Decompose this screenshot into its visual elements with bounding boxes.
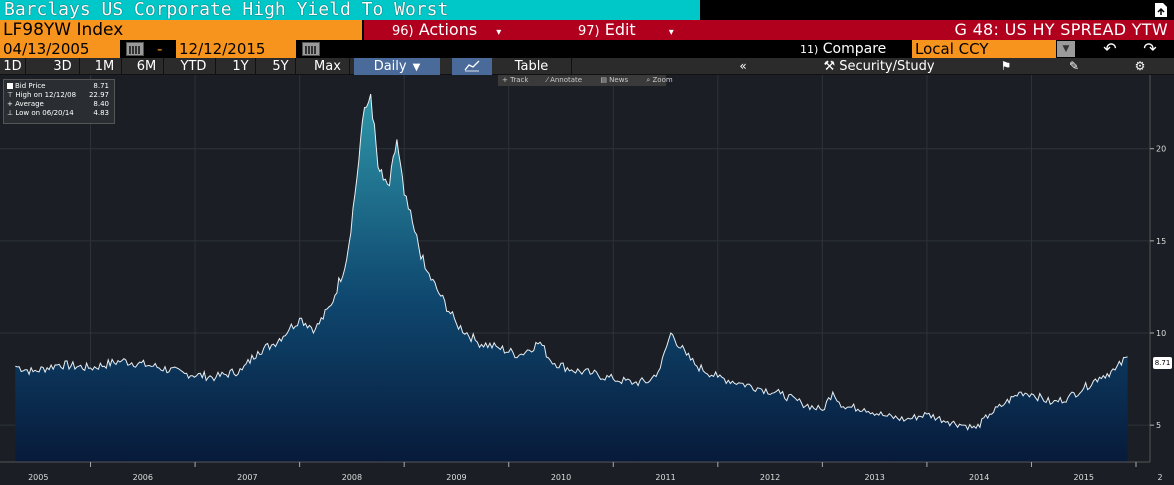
start-date-field[interactable]: 04/13/2005 [0,40,120,58]
date-separator: - [157,40,163,58]
legend-low-value: 4.83 [93,109,109,117]
y-tick-label: 20 [1156,145,1166,154]
x-tick-label: 2009 [446,473,466,482]
x-tick-label: 2008 [342,473,362,482]
y-tick-label: 5 [1156,421,1161,430]
legend-series: Bid Price 8.71 [7,82,111,91]
legend-average-value: 8.40 [93,100,109,108]
undo-icon[interactable]: ↶ [1103,39,1117,58]
series-line [15,93,1128,431]
frequency-label: Daily [373,59,407,74]
legend-high-label: High on 12/12/08 [15,91,77,99]
legend-series-value: 8.71 [93,82,109,90]
compare-num: 11) [800,43,819,56]
title-bar: Barclays US Corporate High Yield To Wors… [0,0,1174,20]
x-axis-panel [0,462,1174,485]
security-study-button[interactable]: ⚒ Security/Study [804,58,954,75]
news-tool[interactable]: ▤ News [600,76,629,84]
chart-tools: + Track ⁄ Annotate ▤ News ⌕ Zoom [498,75,673,86]
table-button[interactable]: Table [492,58,572,75]
gear-icon[interactable]: ⚙ [1134,59,1146,73]
edit-menu[interactable]: 97) Edit ▾ [578,20,674,40]
legend-low-label: Low on 06/20/14 [15,109,74,117]
x-tick-label: 2010 [551,473,571,482]
menu-bar: 96) Actions ▾ 97) Edit ▾ G 48: US HY SPR… [364,20,1174,40]
edit-label: Edit [604,20,636,39]
x-tick-label: 2014 [969,473,989,482]
zoom-label: Zoom [652,76,673,84]
y-tick-label: 15 [1156,237,1166,246]
export-icon[interactable] [1154,2,1168,18]
actions-label: Actions [418,20,478,39]
calendar-icon[interactable] [302,42,320,56]
period-max-button[interactable]: Max [306,58,350,75]
legend-average: + Average 8.40 [7,100,111,109]
x-tick-label: 2011 [655,473,675,482]
legend-high-value: 22.97 [88,91,109,99]
average-marker-icon: + [7,100,13,108]
low-marker-icon: ⊥ [7,109,14,117]
x-tick-label: 2007 [237,473,257,482]
actions-num: 96) [392,24,414,39]
frequency-select[interactable]: Daily ▼ [354,58,440,75]
chart-legend[interactable]: Bid Price 8.71 ⊤ High on 12/12/08 22.97 … [3,79,115,124]
series-swatch [7,83,13,89]
annotate-tool[interactable]: ⁄ Annotate [546,76,583,84]
collapse-left-icon[interactable]: « [739,59,747,73]
currency-select[interactable]: Local CCY [912,40,1056,58]
legend-low: ⊥ Low on 06/20/14 4.83 [7,109,111,118]
compare-button[interactable]: 11) Compare [800,40,886,59]
zoom-tool[interactable]: ⌕ Zoom [646,76,673,84]
actions-menu[interactable]: 96) Actions ▾ [392,20,501,40]
last-price-tag: 8.71 [1153,357,1172,369]
annotate-label: Annotate [550,76,583,84]
x-tick-label: 2 [1157,473,1162,482]
legend-high: ⊤ High on 12/12/08 22.97 [7,91,111,100]
y-axis-panel [1150,75,1174,462]
price-chart[interactable]: 5 10 15 20 2005 2006 2007 2008 2009 2010 2011 2012 2… [0,75,1174,485]
compare-label: Compare [822,41,887,57]
chevron-down-icon: ▾ [668,27,674,38]
flag-icon[interactable]: ⚑ [1000,59,1012,73]
chart-area[interactable]: 5 10 15 20 2005 2006 2007 2008 2009 2010 2011 2012 2… [0,75,1174,485]
y-tick-label: 10 [1156,329,1166,338]
date-range-bar: 04/13/2005 - 12/12/2015 11) Compare Loca… [0,40,1174,58]
edit-pencil-icon[interactable]: ✎ [1068,59,1080,73]
chevron-down-icon: ▼ [412,62,421,73]
period-3d-button[interactable]: 3D [46,58,80,75]
wrench-icon: ⚒ [823,59,836,74]
end-date-field[interactable]: 12/12/2015 [176,40,296,58]
period-1d-button[interactable]: 1D [0,58,26,75]
x-tick-label: 2006 [133,473,153,482]
ticker-field[interactable]: LF98YW Index [0,20,362,40]
security-bar: LF98YW Index 96) Actions ▾ 97) Edit ▾ G … [0,20,1174,40]
legend-average-label: Average [15,100,44,108]
news-label: News [609,76,629,84]
high-marker-icon: ⊤ [7,91,14,99]
period-1y-button[interactable]: 1Y [226,58,256,75]
edit-num: 97) [578,24,600,39]
chevron-down-icon[interactable]: ▼ [1057,41,1075,57]
chevron-down-icon: ▾ [496,27,502,38]
period-5y-button[interactable]: 5Y [266,58,296,75]
x-tick-label: 2012 [760,473,780,482]
track-tool[interactable]: + Track [502,76,529,84]
period-ytd-button[interactable]: YTD [172,58,216,75]
redo-icon[interactable]: ↷ [1143,39,1157,58]
period-1m-button[interactable]: 1M [88,58,122,75]
security-study-label: Security/Study [839,59,935,74]
period-6m-button[interactable]: 6M [130,58,164,75]
calendar-icon[interactable] [126,42,144,56]
x-tick-label: 2015 [1074,473,1094,482]
line-chart-icon [464,60,480,72]
line-chart-toggle[interactable] [452,58,492,75]
graph-title: G 48: US HY SPREAD YTW [954,20,1168,39]
toolbar: 1D 3D 1M 6M YTD 1Y 5Y Max Daily ▼ Table «… [0,58,1174,75]
x-tick-label: 2013 [864,473,884,482]
series-area [15,94,1128,462]
x-tick-label: 2005 [28,473,48,482]
window-title: Barclays US Corporate High Yield To Wors… [0,0,700,20]
track-label: Track [510,76,529,84]
legend-series-label: Bid Price [15,82,46,90]
